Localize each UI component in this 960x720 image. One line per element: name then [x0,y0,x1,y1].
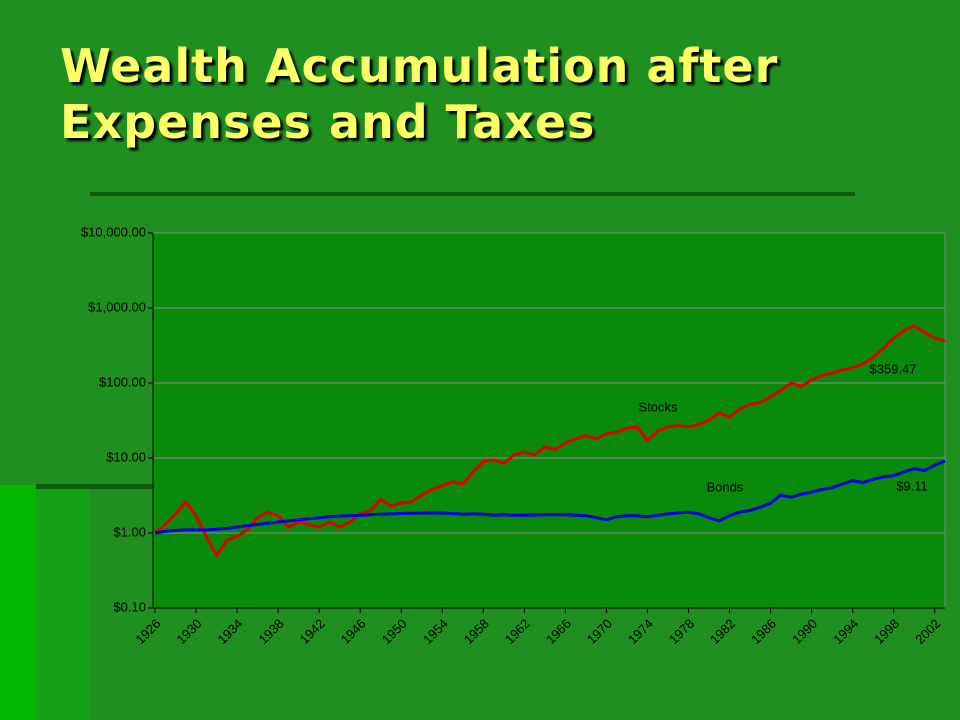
annotation: Stocks [638,399,678,414]
y-tick-label: $1.00 [113,524,146,539]
decor-bar [90,192,855,196]
decor-band [0,485,36,720]
x-tick-label: 1950 [379,616,410,647]
x-tick-label: 1994 [830,616,861,647]
y-tick-label: $10,000.00 [81,224,146,239]
x-tick-label: 1986 [748,616,779,647]
annotation: $359.47 [870,361,917,376]
x-tick-label: 1942 [297,616,328,647]
plot-area [152,232,946,609]
x-tick-label: 1974 [625,616,656,647]
y-tick-label: $1,000.00 [88,299,146,314]
annotation: Bonds [707,479,744,494]
x-tick-label: 1934 [215,616,246,647]
x-tick-label: 1954 [420,616,451,647]
x-tick-label: 2002 [912,616,943,647]
series-line [154,459,946,535]
x-tick-label: 1970 [584,616,615,647]
x-tick-label: 1978 [666,616,697,647]
annotation: $9.11 [896,478,928,493]
x-tick-label: 1982 [707,616,738,647]
x-tick-label: 1938 [256,616,287,647]
x-tick-label: 1946 [338,616,369,647]
decor-band [36,485,90,720]
x-tick-label: 1998 [871,616,902,647]
x-tick-label: 1962 [502,616,533,647]
y-tick-label: $10.00 [106,449,146,464]
x-tick-label: 1966 [543,616,574,647]
x-tick-label: 1958 [461,616,492,647]
y-tick-label: $0.10 [113,599,146,614]
x-tick-label: 1926 [132,616,163,647]
chart-title: Wealth Accumulation after Expenses and T… [60,39,779,149]
y-tick-label: $100.00 [99,374,146,389]
x-tick-label: 1990 [789,616,820,647]
x-tick-label: 1930 [174,616,205,647]
series-line [154,324,946,558]
